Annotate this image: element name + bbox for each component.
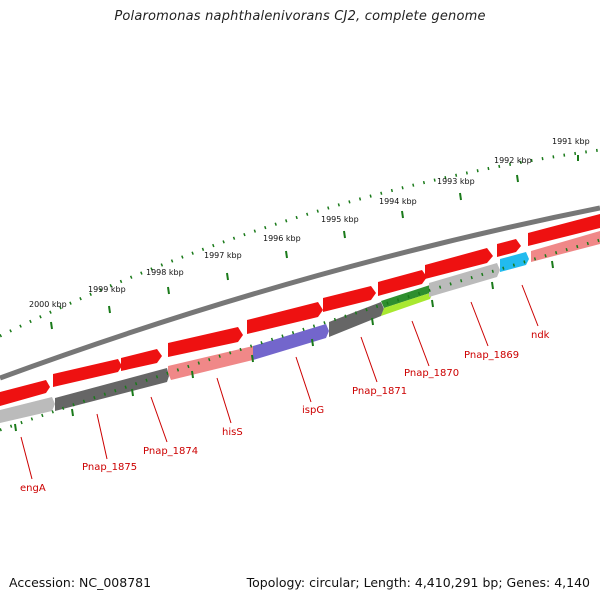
forward-strand-genes bbox=[0, 214, 600, 406]
inner-ticks-major-a bbox=[14, 423, 17, 432]
gene-label-hisS: hisS bbox=[222, 427, 243, 438]
gene-label-pnap1874: Pnap_1874 bbox=[143, 446, 198, 457]
accession-text: Accession: NC_008781 bbox=[9, 575, 152, 590]
gene-label-pnap1869: Pnap_1869 bbox=[464, 350, 519, 361]
gene-fwd-10 bbox=[528, 214, 600, 246]
inner-ticks-major-i bbox=[491, 281, 494, 290]
figure-title: Polaromonas naphthalenivorans CJ2, compl… bbox=[114, 9, 486, 24]
outer-ticks-major-1997 bbox=[226, 272, 229, 281]
tick-label-1993: 1993 kbp bbox=[437, 177, 475, 186]
outer-ticks-major-1993 bbox=[459, 192, 462, 201]
outer-ticks-major-1995 bbox=[343, 230, 346, 239]
tick-label-1991: 1991 kbp bbox=[552, 137, 590, 146]
gene-label-ispG: ispG bbox=[302, 405, 324, 416]
gene-rev-pnap1871 bbox=[329, 302, 384, 337]
leader-ispG bbox=[295, 356, 312, 403]
leader-hisS bbox=[216, 377, 232, 424]
gene-rev-pnap1869 bbox=[429, 263, 500, 297]
gene-rev-pnap1870-a bbox=[381, 285, 433, 308]
gene-rev-ispG bbox=[253, 324, 329, 360]
gene-fwd-7 bbox=[378, 270, 427, 296]
tick-label-2000: 2000 kbp bbox=[29, 300, 67, 309]
inner-ticks-major-b bbox=[71, 408, 74, 417]
tick-label-1997: 1997 kbp bbox=[204, 251, 242, 260]
leader-ndk bbox=[521, 284, 539, 327]
tick-label-1998: 1998 kbp bbox=[146, 268, 184, 277]
genome-backbone bbox=[0, 205, 600, 381]
leader-pnap1871 bbox=[360, 336, 378, 383]
outer-ticks-major-1992 bbox=[516, 174, 519, 183]
tick-label-1999: 1999 kbp bbox=[88, 285, 126, 294]
leader-pnap1870 bbox=[411, 320, 430, 367]
inner-ticks-major-g bbox=[371, 317, 374, 326]
gene-rev-ndk bbox=[500, 252, 529, 272]
inner-ticks-major-h bbox=[431, 299, 434, 308]
inner-tick-ring bbox=[0, 238, 600, 432]
inner-ticks-major-d bbox=[191, 370, 194, 379]
gene-fwd-4 bbox=[168, 327, 243, 357]
gene-rev-pnap1870-b bbox=[381, 292, 433, 316]
gene-fwd-9 bbox=[497, 239, 521, 257]
tick-label-1996: 1996 kbp bbox=[263, 234, 301, 243]
outer-ticks-major-1994 bbox=[401, 210, 404, 219]
reverse-strand-genes bbox=[0, 231, 600, 423]
gene-fwd-5 bbox=[247, 302, 323, 334]
gene-rev-pnap1874-hisS bbox=[168, 346, 253, 380]
gene-fwd-3 bbox=[121, 349, 162, 371]
gene-fwd-8 bbox=[425, 248, 493, 279]
gene-label-pnap1870: Pnap_1870 bbox=[404, 368, 459, 379]
gene-rev-right bbox=[531, 231, 600, 262]
outer-ticks-major-1999 bbox=[108, 305, 111, 314]
outer-ticks-major-2000 bbox=[50, 321, 53, 330]
inner-ticks-major-f bbox=[311, 338, 314, 347]
outer-ticks-major-1998 bbox=[167, 286, 170, 295]
leader-pnap1869 bbox=[470, 301, 489, 347]
gene-rev-engA bbox=[0, 397, 55, 423]
tick-label-1994: 1994 kbp bbox=[379, 197, 417, 206]
tick-labels: 1991 kbp 1992 kbp 1993 kbp 1994 kbp 1995… bbox=[29, 137, 590, 309]
gene-fwd-6 bbox=[323, 286, 376, 312]
leader-engA bbox=[20, 436, 33, 480]
outer-ticks-major-1996 bbox=[285, 250, 288, 259]
leader-pnap1875 bbox=[96, 413, 108, 460]
inner-ticks-major-e bbox=[251, 354, 254, 363]
gene-label-engA: engA bbox=[20, 483, 46, 494]
tick-label-1995: 1995 kbp bbox=[321, 215, 359, 224]
gene-label-pnap1875: Pnap_1875 bbox=[82, 462, 137, 473]
inner-ticks-minor bbox=[0, 238, 600, 432]
outer-tick-ring bbox=[0, 148, 600, 338]
gene-fwd-2 bbox=[53, 359, 122, 387]
gene-label-pnap1871: Pnap_1871 bbox=[352, 386, 407, 397]
inner-ticks-major-c bbox=[131, 388, 134, 397]
genome-summary-text: Topology: circular; Length: 4,410,291 bp… bbox=[246, 575, 590, 590]
gene-label-leaders bbox=[20, 284, 539, 480]
gene-label-ndk: ndk bbox=[531, 330, 550, 341]
gene-fwd-1 bbox=[0, 380, 50, 406]
tick-label-1992: 1992 kbp bbox=[494, 156, 532, 165]
gene-labels: engA Pnap_1875 Pnap_1874 hisS ispG Pnap_… bbox=[20, 330, 550, 494]
inner-ticks-major-j bbox=[551, 260, 554, 269]
leader-pnap1874 bbox=[150, 396, 168, 443]
